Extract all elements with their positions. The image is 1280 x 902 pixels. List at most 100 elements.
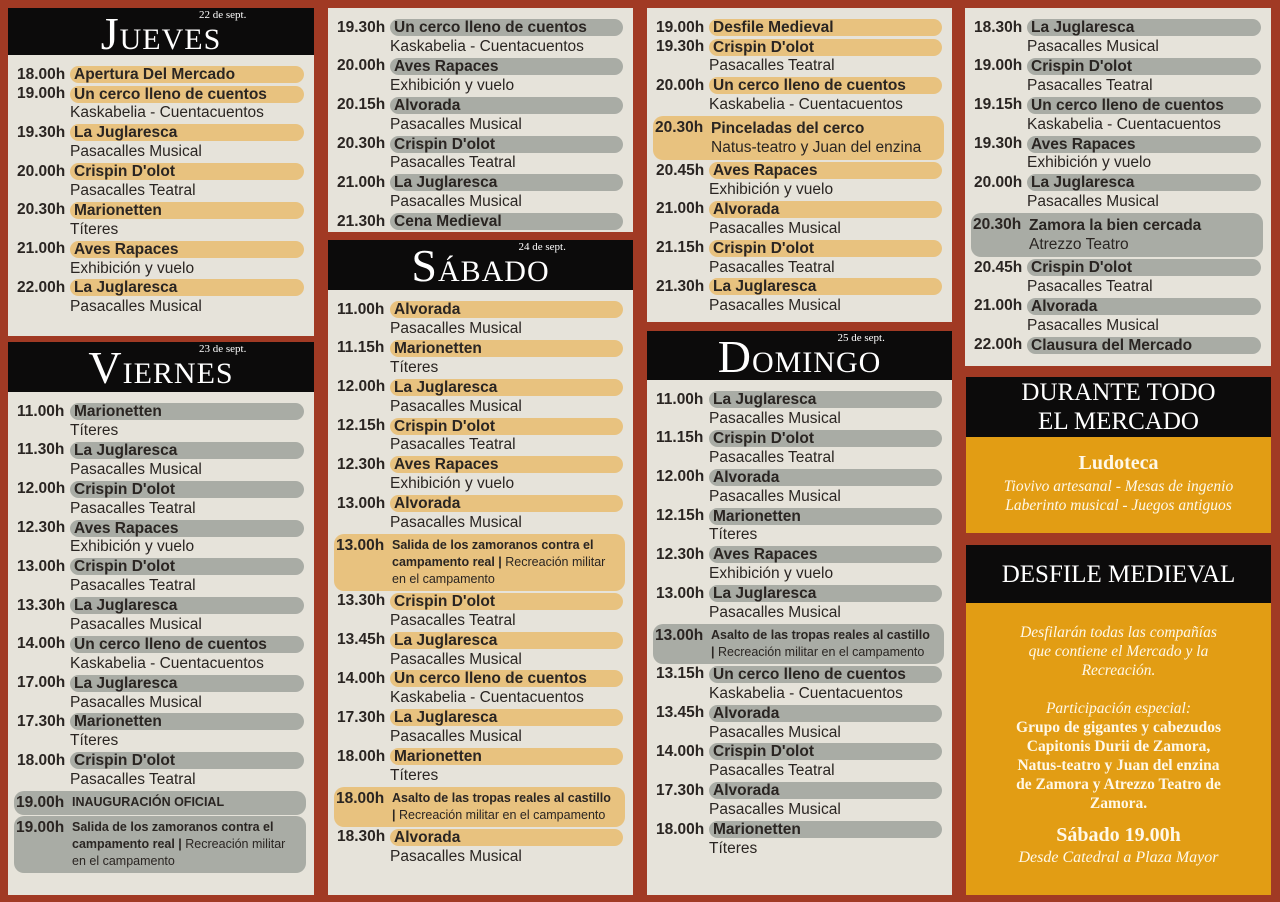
event-item[interactable]: 12.15h Marionetten [647, 506, 952, 525]
event-item[interactable]: 19.00h Salida de los zamoranos contra el … [14, 815, 306, 873]
event-item[interactable]: 22.00h La Juglaresca [8, 278, 314, 297]
event-subtitle: Pasacalles Teatral [70, 577, 196, 595]
event-item[interactable]: 13.30h Crispin D'olot [328, 592, 633, 611]
schedule-panel-sabado: 11.00h Alvorada Pasacalles Musical 11.15h Ma… [328, 290, 633, 895]
event-item[interactable]: 19.30h Crispin D'olot [647, 37, 952, 56]
event-item[interactable]: 12.30h Aves Rapaces [647, 545, 952, 564]
event-item[interactable]: 19.00h INAUGURACIÓN OFICIAL [14, 790, 306, 815]
event-time: 18.30h [974, 18, 1023, 36]
event-item[interactable]: 14.00h Crispin D'olot [647, 742, 952, 761]
event-title: Crispin D'olot [709, 38, 942, 56]
event-item[interactable]: 13.45h Alvorada [647, 703, 952, 722]
event-item[interactable]: 14.00h Un cerco lleno de cuentos [328, 669, 633, 688]
event-item[interactable]: 11.15h Marionetten [328, 339, 633, 358]
event-item[interactable]: 19.00h Crispin D'olot [965, 57, 1271, 76]
event-item[interactable]: 20.30h Zamora la bien cercada Atrezzo Tea… [971, 212, 1263, 257]
event-subtitle-row: Títeres [8, 421, 314, 440]
event-item[interactable]: 21.00h La Juglaresca [328, 173, 633, 192]
event-item[interactable]: 12.15h Crispin D'olot [328, 416, 633, 435]
event-item[interactable]: 21.15h Crispin D'olot [647, 239, 952, 258]
event-subtitle: Atrezzo Teatro [1029, 235, 1129, 253]
event-item[interactable]: 20.45h Aves Rapaces [647, 161, 952, 180]
event-time: 13.15h [656, 665, 705, 683]
event-item[interactable]: 13.00h La Juglaresca [647, 584, 952, 603]
event-item[interactable]: 13.00h Asalto de las tropas reales al cas… [653, 623, 944, 664]
event-time: 18.00h [17, 65, 66, 83]
event-item[interactable]: 12.00h La Juglaresca [328, 378, 633, 397]
event-item[interactable]: 11.00h Alvorada [328, 300, 633, 319]
event-item[interactable]: 18.00h Crispin D'olot [8, 751, 314, 770]
event-item[interactable]: 18.00h Asalto de las tropas reales al cas… [334, 786, 625, 827]
event-title: La Juglaresca [709, 391, 942, 409]
event-item[interactable]: 19.30h Aves Rapaces [965, 134, 1271, 153]
event-item[interactable]: 20.00h Un cerco lleno de cuentos [647, 76, 952, 95]
event-item[interactable]: 21.00h Alvorada [965, 297, 1271, 316]
event-time: 20.00h [17, 162, 66, 180]
event-title: Alvorada [390, 495, 623, 513]
event-item[interactable]: 12.00h Alvorada [647, 468, 952, 487]
event-item[interactable]: 11.00h La Juglaresca [647, 390, 952, 409]
event-item[interactable]: 11.15h Crispin D'olot [647, 429, 952, 448]
event-item[interactable]: 18.00h Marionetten [328, 747, 633, 766]
event-subtitle: Pasacalles Musical [70, 143, 202, 161]
event-subtitle: Kaskabelia - Cuentacuentos [709, 96, 903, 114]
event-item[interactable]: 17.30h Marionetten [8, 712, 314, 731]
event-item[interactable]: 18.30h La Juglaresca [965, 18, 1271, 37]
event-item[interactable]: 18.30h Alvorada [328, 828, 633, 847]
event-item[interactable]: 19.00h Un cerco lleno de cuentos [8, 84, 314, 103]
event-item[interactable]: 13.45h La Juglaresca [328, 630, 633, 649]
event-item[interactable]: 21.00h Aves Rapaces [8, 240, 314, 259]
event-item[interactable]: 13.00h Alvorada [328, 494, 633, 513]
event-subtitle-row: Pasacalles Musical [8, 298, 314, 317]
event-item[interactable]: 21.30h La Juglaresca [647, 277, 952, 296]
event-item[interactable]: 19.15h Un cerco lleno de cuentos [965, 96, 1271, 115]
desfile-special-line: Capitonis Durii de Zamora, [1026, 738, 1211, 755]
event-item[interactable]: 22.00h Clausura del Mercado [965, 335, 1271, 354]
event-item[interactable]: 21.30h Cena Medieval [328, 212, 633, 231]
event-item[interactable]: 20.30h Marionetten [8, 201, 314, 220]
event-item[interactable]: 13.00h Crispin D'olot [8, 557, 314, 576]
event-item[interactable]: 18.00h Marionetten [647, 820, 952, 839]
desfile-intro-line: Desfilarán todas las compañías [1020, 624, 1217, 641]
event-item[interactable]: 12.30h Aves Rapaces [328, 455, 633, 474]
event-item[interactable]: 17.00h La Juglaresca [8, 673, 314, 692]
day-name: V IERNES [8, 345, 314, 391]
event-item[interactable]: 20.45h Crispin D'olot [965, 258, 1271, 277]
event-time: 19.15h [974, 96, 1023, 114]
event-item[interactable]: 11.00h Marionetten [8, 402, 314, 421]
event-item[interactable]: 13.15h Un cerco lleno de cuentos [647, 665, 952, 684]
event-subtitle-row: Kaskabelia - Cuentacuentos [8, 104, 314, 123]
event-item[interactable]: 19.30h Un cerco lleno de cuentos [328, 18, 633, 37]
event-subtitle-row: Exhibición y vuelo [8, 259, 314, 278]
event-title: Pinceladas del cerco [711, 119, 865, 137]
event-item[interactable]: 18.00h Apertura Del Mercado [8, 65, 314, 84]
event-item[interactable]: 21.00h Alvorada [647, 200, 952, 219]
event-item[interactable]: 19.30h La Juglaresca [8, 123, 314, 142]
event-text: Asalto de las tropas reales al castillo … [392, 790, 625, 824]
event-item[interactable]: 14.00h Un cerco lleno de cuentos [8, 635, 314, 654]
event-title: Asalto de las tropas reales al castillo … [392, 790, 611, 822]
event-item[interactable]: 17.30h Alvorada [647, 781, 952, 800]
event-item[interactable]: 12.30h Aves Rapaces [8, 518, 314, 537]
ludoteca-line-1: Tiovivo artesanal - Mesas de ingenio [1003, 478, 1234, 495]
event-item[interactable]: 13.00h Salida de los zamoranos contra el … [334, 533, 625, 591]
event-item[interactable]: 19.00h Desfile Medieval [647, 18, 952, 37]
event-title: Marionetten [709, 507, 942, 525]
event-item[interactable]: 20.15h Alvorada [328, 96, 633, 115]
event-item[interactable]: 20.00h Aves Rapaces [328, 57, 633, 76]
event-subtitle: Pasacalles Teatral [1027, 277, 1153, 295]
event-item[interactable]: 17.30h La Juglaresca [328, 708, 633, 727]
event-item[interactable]: 20.30h Crispin D'olot [328, 134, 633, 153]
event-title: INAUGURACIÓN OFICIAL [72, 794, 225, 809]
event-subtitle: Kaskabelia - Cuentacuentos [390, 689, 584, 707]
event-item[interactable]: 20.00h La Juglaresca [965, 173, 1271, 192]
event-item[interactable]: 20.30h Pinceladas del cerco Natus-teatro … [653, 115, 944, 160]
event-item[interactable]: 12.00h Crispin D'olot [8, 480, 314, 499]
event-item[interactable]: 20.00h Crispin D'olot [8, 162, 314, 181]
event-time: 13.00h [17, 557, 66, 575]
event-text: Pinceladas del cerco Natus-teatro y Juan… [711, 119, 929, 157]
event-subtitle: Títeres [70, 220, 119, 238]
event-item[interactable]: 11.30h La Juglaresca [8, 441, 314, 460]
event-item[interactable]: 13.30h La Juglaresca [8, 596, 314, 615]
event-time: 18.00h [656, 820, 705, 838]
